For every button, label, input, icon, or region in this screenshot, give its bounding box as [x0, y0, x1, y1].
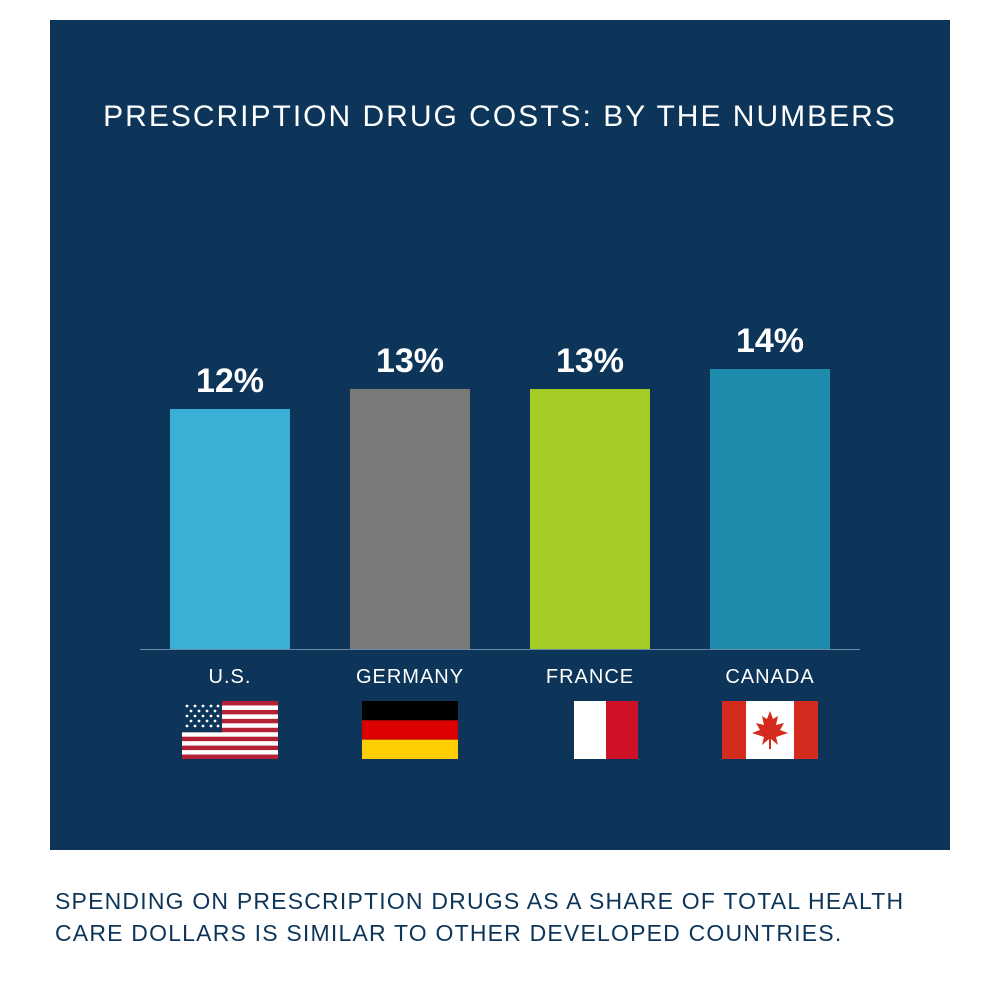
bar-group: 13%	[340, 342, 480, 649]
flag-de-icon	[362, 701, 458, 759]
bar-germany	[350, 389, 470, 649]
label-group: FRANCE	[520, 666, 660, 759]
bar-group: 13%	[520, 342, 660, 649]
chart-title: PRESCRIPTION DRUG COSTS: BY THE NUMBERS	[50, 100, 950, 134]
bar-france	[530, 389, 650, 649]
bar-us	[170, 409, 290, 649]
flag-us-icon	[182, 701, 278, 759]
label-group: GERMANY	[340, 666, 480, 759]
bar-canada	[710, 369, 830, 649]
country-label: U.S.	[209, 666, 252, 689]
country-label: GERMANY	[356, 666, 464, 689]
flag-ca-icon	[722, 701, 818, 759]
bar-group: 14%	[700, 322, 840, 649]
flag-fr-icon	[542, 701, 638, 759]
bar-value: 12%	[196, 362, 264, 401]
bar-value: 14%	[736, 322, 804, 361]
bar-value: 13%	[376, 342, 444, 381]
bar-group: 12%	[160, 362, 300, 649]
chart-panel: PRESCRIPTION DRUG COSTS: BY THE NUMBERS …	[50, 20, 950, 850]
caption-text: SPENDING ON PRESCRIPTION DRUGS AS A SHAR…	[55, 885, 955, 949]
bars-area: 12% 13% 13% 14%	[140, 320, 860, 650]
labels-area: U.S.	[140, 666, 860, 759]
label-group: U.S.	[160, 666, 300, 759]
country-label: FRANCE	[546, 666, 634, 689]
bar-value: 13%	[556, 342, 624, 381]
country-label: CANADA	[725, 666, 814, 689]
label-group: CANADA	[700, 666, 840, 759]
